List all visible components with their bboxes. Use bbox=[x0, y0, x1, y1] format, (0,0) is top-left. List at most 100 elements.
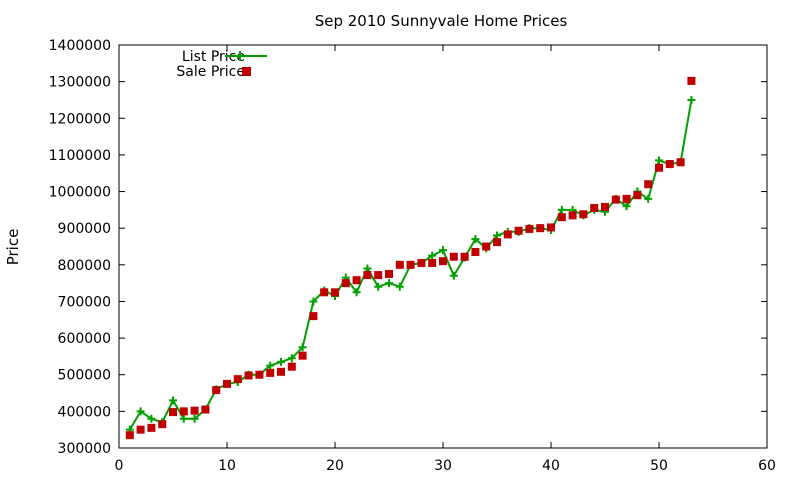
y-tick-label: 300000 bbox=[58, 441, 111, 457]
y-tick-label: 1400000 bbox=[49, 38, 111, 54]
sale-price-point bbox=[687, 76, 696, 85]
list-price-point bbox=[179, 414, 188, 423]
sale-price-point bbox=[395, 260, 404, 269]
list-price-point bbox=[439, 246, 447, 255]
sale-price-point bbox=[125, 431, 134, 440]
x-tick-label: 30 bbox=[434, 458, 452, 474]
list-price-point bbox=[190, 414, 199, 423]
sale-price-point bbox=[482, 242, 491, 251]
y-tick-label: 1000000 bbox=[49, 185, 111, 201]
sale-price-point bbox=[579, 210, 588, 219]
sale-price-point bbox=[601, 202, 609, 211]
sale-price-point bbox=[223, 379, 231, 388]
list-price-point bbox=[622, 202, 631, 211]
sale-price-point bbox=[568, 211, 577, 220]
sale-price-point bbox=[428, 258, 437, 267]
sale-price-point bbox=[158, 420, 167, 429]
y-axis-label: Price bbox=[4, 229, 22, 266]
y-tick-label: 1200000 bbox=[49, 111, 111, 127]
sale-price-point bbox=[244, 371, 253, 380]
list-price-point bbox=[266, 361, 275, 370]
sale-price-point bbox=[449, 252, 458, 261]
x-tick-label: 60 bbox=[758, 458, 776, 474]
sale-price-point bbox=[622, 194, 631, 203]
sale-price-point bbox=[460, 252, 469, 261]
chart-title: Sep 2010 Sunnyvale Home Prices bbox=[315, 12, 568, 30]
sale-price-point bbox=[385, 269, 393, 278]
sale-price-point bbox=[590, 204, 599, 213]
sale-price-point bbox=[201, 405, 210, 414]
y-tick-label: 800000 bbox=[58, 258, 111, 274]
list-price-point bbox=[309, 297, 318, 306]
sale-price-point bbox=[471, 247, 480, 256]
legend: List Price Sale Price bbox=[176, 49, 267, 80]
sale-price-point bbox=[374, 271, 383, 280]
sale-price-point bbox=[611, 195, 620, 204]
sale-price-point bbox=[439, 257, 447, 266]
list-price-point bbox=[449, 271, 458, 280]
y-tick-label: 1100000 bbox=[49, 148, 111, 164]
sale-price-point bbox=[665, 160, 674, 169]
sale-price-point bbox=[320, 288, 329, 297]
legend-marker-list-price bbox=[235, 51, 245, 61]
list-price-point bbox=[287, 354, 296, 363]
x-tick-label: 20 bbox=[326, 458, 344, 474]
list-price-point bbox=[277, 357, 285, 366]
list-price-point bbox=[298, 343, 307, 352]
sale-price-point bbox=[277, 367, 285, 376]
sale-price-point bbox=[331, 288, 339, 297]
sale-price-point bbox=[190, 406, 199, 415]
sale-price-point bbox=[363, 271, 372, 280]
list-price-point bbox=[147, 414, 156, 423]
legend-label-list-price: List Price bbox=[182, 49, 245, 65]
list-price-point bbox=[136, 407, 145, 416]
sale-price-point bbox=[417, 258, 426, 267]
legend-marker-sale-price bbox=[242, 67, 251, 76]
y-tick-label: 400000 bbox=[58, 404, 111, 420]
sale-price-point bbox=[147, 423, 156, 432]
sale-price-point bbox=[493, 238, 501, 247]
sale-price-point bbox=[233, 375, 242, 384]
sale-price-point bbox=[514, 226, 523, 235]
x-tick-label: 10 bbox=[218, 458, 236, 474]
axis-ticks: 0 10 20 30 40 50 60 300000 400000 500000 600000 700… bbox=[49, 38, 776, 474]
y-tick-label: 1300000 bbox=[49, 75, 111, 91]
sale-price-point bbox=[633, 191, 642, 200]
sale-price-point bbox=[287, 362, 296, 371]
list-price-point bbox=[385, 279, 393, 288]
y-tick-label: 900000 bbox=[58, 221, 111, 237]
sale-price-point bbox=[169, 408, 177, 417]
sale-price-point bbox=[179, 407, 188, 416]
x-tick-label: 50 bbox=[650, 458, 668, 474]
sale-price-point bbox=[255, 370, 264, 379]
list-price-point bbox=[352, 288, 361, 297]
list-price-point bbox=[655, 156, 663, 165]
list-price-point bbox=[169, 396, 177, 405]
sale-price-point bbox=[309, 312, 318, 321]
y-tick-label: 700000 bbox=[58, 294, 111, 310]
y-tick-label: 600000 bbox=[58, 331, 111, 347]
sale-price-point bbox=[655, 163, 663, 172]
sale-price-point bbox=[676, 158, 685, 167]
sale-price-point bbox=[266, 368, 275, 377]
legend-label-sale-price: Sale Price bbox=[176, 64, 245, 80]
series-sale-price bbox=[125, 76, 696, 440]
sale-price-point bbox=[536, 224, 545, 233]
sale-price-point bbox=[547, 223, 555, 232]
sale-price-point bbox=[352, 276, 361, 285]
list-price-point bbox=[644, 194, 653, 203]
x-tick-label: 0 bbox=[115, 458, 124, 474]
sale-price-point bbox=[644, 180, 653, 189]
sale-price-point bbox=[298, 351, 307, 360]
x-tick-label: 40 bbox=[542, 458, 560, 474]
sale-price-point bbox=[406, 260, 415, 269]
sale-price-point bbox=[341, 279, 350, 288]
y-tick-label: 500000 bbox=[58, 368, 111, 384]
list-price-point bbox=[428, 251, 437, 260]
list-price-point bbox=[395, 282, 404, 291]
list-price-point bbox=[687, 95, 696, 104]
list-price-point bbox=[557, 205, 566, 214]
sale-price-point bbox=[557, 213, 566, 222]
list-price-point bbox=[471, 235, 480, 244]
